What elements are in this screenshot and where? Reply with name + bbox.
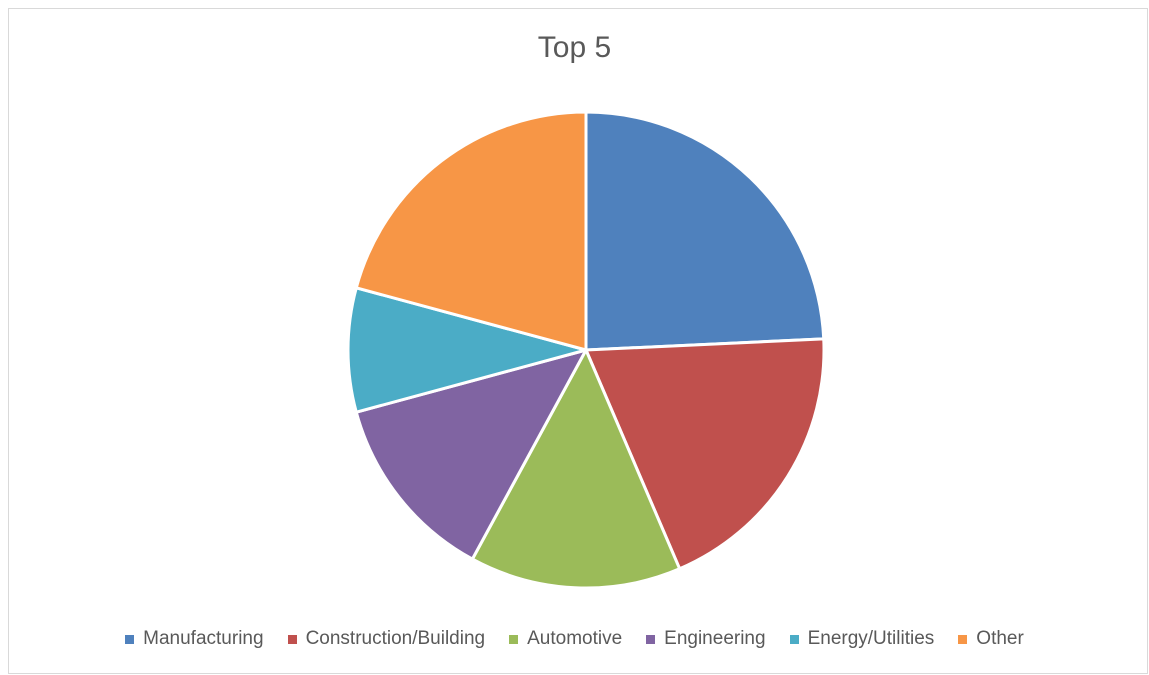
legend-item-other: Other: [958, 628, 1024, 650]
legend-swatch-energy-utilities: [789, 634, 799, 644]
legend-label-construction-building: Construction/Building: [305, 628, 486, 649]
chart-title: Top 5: [537, 31, 612, 64]
legend-label-automotive: Automotive: [527, 628, 623, 649]
legend-label-engineering: Engineering: [664, 628, 766, 649]
legend-item-automotive: Automotive: [509, 628, 622, 650]
legend-item-energy-utilities: Energy/Utilities: [789, 628, 935, 650]
legend-label-manufacturing: Manufacturing: [143, 628, 264, 649]
legend-label-energy-utilities: Energy/Utilities: [807, 628, 935, 649]
pie-slice-other: [354, 110, 588, 352]
chart-legend: Manufacturing Construction/Building Automo…: [0, 628, 1149, 650]
legend-item-manufacturing: Manufacturing: [125, 628, 264, 650]
pie-slice-engineering: [354, 348, 588, 561]
pie-slice-construction-building: [584, 337, 826, 571]
pie-slice-manufacturing: [584, 110, 826, 352]
legend-swatch-construction-building: [287, 634, 297, 644]
pie-slice-energy-utilities: [346, 286, 588, 414]
legend-swatch-other: [958, 634, 968, 644]
legend-item-construction-building: Construction/Building: [287, 628, 486, 650]
legend-label-other: Other: [976, 628, 1024, 649]
legend-swatch-manufacturing: [125, 634, 135, 644]
legend-swatch-engineering: [646, 634, 656, 644]
legend-swatch-automotive: [509, 634, 519, 644]
pie-slice-automotive: [470, 348, 682, 590]
legend-item-engineering: Engineering: [646, 628, 766, 650]
